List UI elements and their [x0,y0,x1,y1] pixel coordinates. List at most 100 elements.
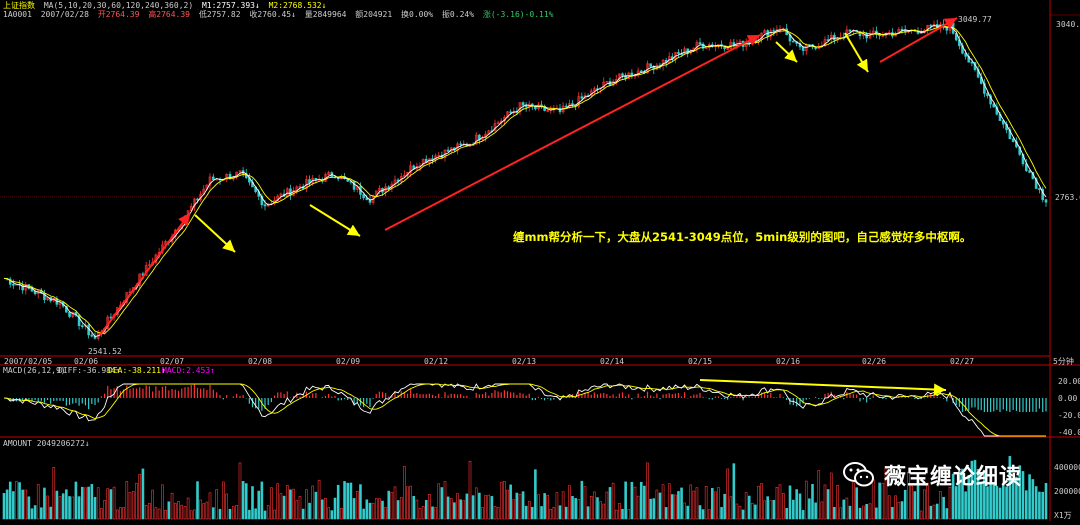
amount-bar [1038,491,1041,520]
amount-bar [65,489,68,520]
candle-body [437,154,441,157]
amount-bar [58,496,62,520]
amplitude: 振0.24% [441,10,475,19]
amount-bar [167,501,171,520]
amount-bar [189,510,193,520]
amount-bar [499,481,503,520]
amount-bar [173,502,177,520]
candle-body [521,102,525,106]
amount-bar [381,500,384,520]
amount-bar [157,508,161,520]
amount-bar [738,505,742,520]
amount-bar [887,495,891,520]
date-tick-4: 02/09 [336,357,360,366]
amount-bar [465,493,469,520]
amount-bar [27,496,31,520]
amount-bar [409,485,412,520]
amount-bar [266,505,270,520]
candle-body [459,143,462,146]
amount-bar [775,487,779,520]
macd-value: MACD:2.453↑ [162,366,215,375]
amount-bar [979,483,983,520]
amount-bar [212,507,215,520]
amount-bar [131,491,135,520]
amount-bar [747,495,751,520]
price-tick-last: 2763.6 [1055,193,1080,202]
amount-bar [52,467,56,520]
amount-bar [496,507,500,520]
amount-bar [858,507,862,520]
amount-bar [1034,486,1038,520]
amount-bar [238,462,242,520]
amount-bar [154,507,158,520]
candle-body [1011,138,1015,142]
candle-body [21,284,24,291]
amount-bar [823,484,827,520]
date-tick-8: 02/15 [688,357,712,366]
candle-body [387,186,391,189]
candle-body [792,40,795,43]
date-axis: 2007/02/05 02/06 02/07 02/08 02/09 02/12 02/13… [4,357,974,366]
amount-bar [148,502,151,520]
amount-bar [378,498,381,520]
amount-bar [415,499,419,520]
amount-bar [384,507,387,520]
amount-bar [983,470,986,520]
m2-value: M2:2768.532↓ [268,1,327,10]
amount-bar [903,489,907,520]
amount-bar [96,487,100,520]
candle-body [763,30,766,34]
amount-bar [897,501,901,520]
amount-bar [285,485,289,520]
amount-bar [674,494,677,520]
period-label: 5分钟 [1053,356,1074,366]
amount-bar [546,494,549,520]
candle-body [279,193,283,197]
amount-bar [900,501,904,520]
amount-bar [390,492,394,520]
amount-bar [814,502,817,520]
amount-bar [543,493,546,520]
candle-body [602,81,606,89]
amount-bar [406,486,409,520]
volume: 量2849964 [304,10,347,19]
trend-arrow-1 [194,214,236,253]
amount-bar [349,482,353,520]
amount-bar [970,460,974,520]
amount-bar [518,494,522,520]
amount-bar [428,494,431,520]
candle-body [954,33,958,41]
amount-bar [577,499,581,520]
amount-bar [270,487,273,520]
candle-body [704,47,708,49]
amount-bar [183,506,187,520]
trend-arrow-3 [384,34,761,231]
amount-bar [989,466,992,520]
date-tick-1: 02/06 [74,357,98,366]
candle-body [409,165,412,173]
candle-body [1038,188,1041,190]
amount-bar [5,489,9,520]
amount-bar [1041,491,1045,520]
candle-body [1034,178,1038,189]
date-tick-7: 02/14 [600,357,624,366]
amount-bar [471,495,475,520]
amount-bar [951,473,955,520]
trend-arrow-0 [99,212,191,336]
amount-bar [878,482,881,520]
amount-bar [527,500,531,520]
candle-body [848,29,852,32]
amount-bar [689,484,693,520]
amount-panel [2,456,1048,520]
amount-bar [205,501,209,520]
candle-body [964,52,967,57]
amount-bar [961,468,964,520]
amount-bar [986,486,989,520]
header-line-2: 1A0001 2007/02/28 开2764.39 高2764.39 低275… [3,9,557,20]
amount-bar [478,492,481,520]
watermark-text: 薇宝缠论细读 [884,465,1023,490]
ma-label: MA(5,10,20,30,60,120,240,360,2) [43,1,194,10]
amount-bar [894,495,897,520]
amount-bar [704,485,708,520]
